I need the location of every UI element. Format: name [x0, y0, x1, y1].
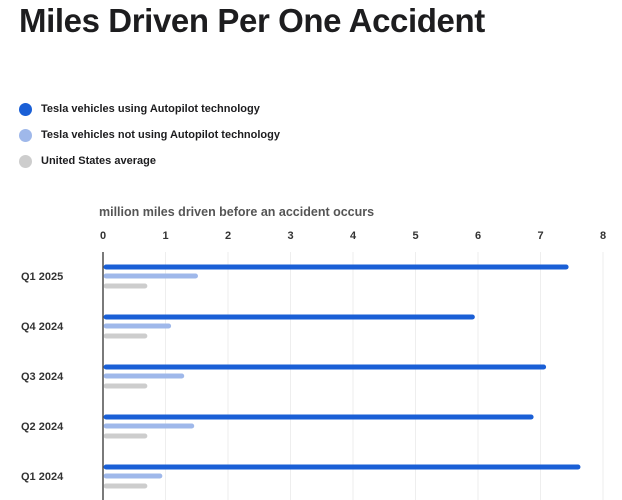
- bar-no-autopilot: [103, 423, 195, 429]
- bar-us-average: [103, 433, 148, 439]
- legend-item-no-autopilot: Tesla vehicles not using Autopilot techn…: [19, 122, 280, 148]
- x-tick-label: 3: [287, 230, 293, 242]
- bar-us-average: [103, 383, 148, 389]
- legend: Tesla vehicles using Autopilot technolog…: [19, 96, 280, 174]
- category-label: Q4 2024: [21, 321, 64, 333]
- x-tick-label: 8: [600, 230, 606, 242]
- legend-swatch-no-autopilot: [19, 128, 32, 142]
- bar-autopilot: [103, 364, 547, 370]
- legend-label-autopilot: Tesla vehicles using Autopilot technolog…: [41, 103, 260, 115]
- category-label: Q2 2024: [21, 421, 64, 433]
- category-label: Q3 2024: [21, 371, 64, 383]
- legend-swatch-autopilot: [19, 102, 32, 116]
- x-tick-label: 2: [225, 230, 231, 242]
- category-label: Q1 2024: [21, 471, 64, 483]
- bar-us-average: [103, 483, 148, 489]
- category-label: Q1 2025: [21, 271, 63, 283]
- bar-us-average: [103, 283, 148, 289]
- bar-us-average: [103, 333, 148, 339]
- bar-no-autopilot: [103, 373, 185, 379]
- bar-autopilot: [103, 314, 475, 320]
- legend-label-us-average: United States average: [41, 155, 156, 167]
- bar-autopilot: [103, 264, 569, 270]
- legend-label-no-autopilot: Tesla vehicles not using Autopilot techn…: [41, 129, 280, 141]
- legend-swatch-us-average: [19, 154, 32, 168]
- bar-no-autopilot: [103, 323, 172, 329]
- x-tick-label: 6: [475, 230, 481, 242]
- x-tick-label: 1: [162, 230, 168, 242]
- bar-autopilot: [103, 414, 534, 420]
- legend-item-us-average: United States average: [19, 148, 280, 174]
- chart-title: Miles Driven Per One Accident: [19, 2, 485, 39]
- bar-chart: million miles driven before an accident …: [21, 205, 606, 500]
- x-tick-label: 5: [412, 230, 418, 242]
- x-tick-label: 7: [537, 230, 543, 242]
- x-tick-label: 4: [350, 230, 357, 242]
- bar-no-autopilot: [103, 273, 198, 279]
- legend-item-autopilot: Tesla vehicles using Autopilot technolog…: [19, 96, 280, 122]
- bar-no-autopilot: [103, 473, 163, 479]
- bar-autopilot: [103, 464, 581, 470]
- axis-title: million miles driven before an accident …: [99, 205, 374, 219]
- x-tick-label: 0: [100, 230, 106, 242]
